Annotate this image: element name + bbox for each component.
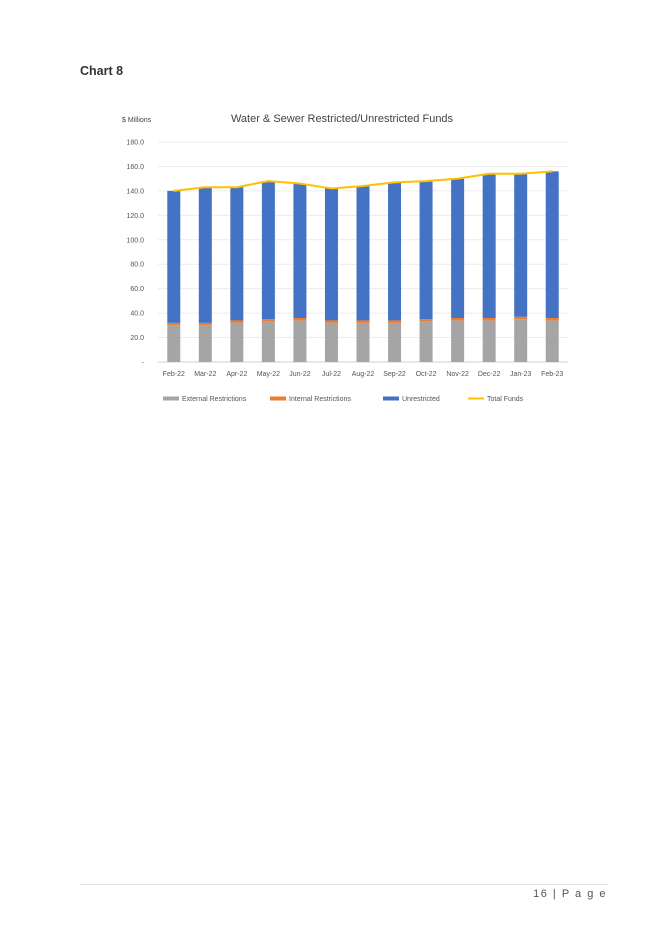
y-tick-label: 60.0: [130, 286, 144, 293]
bar-external-restrictions: [514, 319, 528, 362]
bar-unrestricted: [167, 190, 181, 323]
total-funds-point: [204, 186, 207, 189]
bar-unrestricted: [545, 171, 559, 318]
bar-unrestricted: [261, 181, 275, 320]
x-tick-label: Apr-22: [226, 371, 247, 378]
y-axis-ticks: - 20.0 40.0 60.0 80.0 100.0 120.0 140.0 160.0 180…: [126, 140, 144, 367]
bar-unrestricted: [198, 187, 212, 323]
x-tick-label: Oct-22: [416, 371, 437, 378]
bar-group: [167, 171, 559, 362]
y-tick-label: 140.0: [126, 188, 144, 195]
total-funds-point: [362, 185, 364, 187]
funds-chart: $ Millions Water & Sewer Restricted/Unre…: [118, 105, 578, 425]
bar-unrestricted: [451, 178, 465, 318]
bar-unrestricted: [514, 173, 528, 317]
bar-unrestricted: [324, 188, 338, 321]
bar-internal-restrictions: [514, 316, 528, 320]
bar-external-restrictions: [545, 320, 559, 362]
bar-internal-restrictions: [451, 318, 465, 321]
total-funds-point: [236, 186, 238, 189]
bar-external-restrictions: [451, 320, 465, 362]
y-tick-label: 100.0: [126, 237, 144, 244]
x-tick-label: Jun-22: [289, 371, 311, 378]
bar-internal-restrictions: [167, 322, 181, 326]
bar-internal-restrictions: [230, 320, 244, 323]
legend-label: Internal Restrictions: [289, 396, 351, 403]
total-funds-point: [488, 172, 490, 175]
bar-internal-restrictions: [388, 320, 402, 323]
bar-unrestricted: [230, 187, 244, 321]
total-funds-point: [267, 180, 270, 182]
bar-unrestricted: [356, 186, 370, 321]
y-tick-label: 120.0: [126, 213, 144, 220]
bar-external-restrictions: [230, 322, 244, 362]
y-tick-label: 40.0: [130, 311, 144, 318]
bar-unrestricted: [388, 182, 402, 321]
legend-label: Unrestricted: [402, 396, 440, 403]
legend-swatch: [270, 396, 286, 401]
bar-external-restrictions: [261, 321, 275, 362]
x-tick-label: Jul-22: [322, 371, 341, 378]
legend-swatch: [163, 396, 179, 401]
y-tick-label: -: [142, 360, 145, 367]
bar-external-restrictions: [198, 325, 212, 362]
y-tick-label: 180.0: [126, 140, 144, 147]
x-axis-labels: Feb-22 Mar-22 Apr-22 May-22 Jun-22 Jul-22 Aug-…: [163, 371, 564, 378]
x-tick-label: Jan-23: [510, 371, 532, 378]
total-funds-point: [456, 177, 459, 180]
chart-svg: $ Millions Water & Sewer Restricted/Unre…: [122, 113, 568, 403]
bar-external-restrictions: [324, 322, 338, 362]
x-tick-label: Feb-22: [163, 371, 185, 378]
bar-external-restrictions: [482, 320, 496, 362]
section-title: Chart 8: [80, 64, 124, 78]
chart-title: Water & Sewer Restricted/Unrestricted Fu…: [231, 113, 454, 125]
bar-unrestricted: [293, 183, 307, 318]
bar-external-restrictions: [388, 322, 402, 362]
bar-internal-restrictions: [545, 318, 559, 321]
x-tick-label: May-22: [257, 371, 280, 378]
total-line-group: [172, 170, 554, 192]
bar-external-restrictions: [419, 321, 433, 362]
x-tick-label: Aug-22: [352, 371, 375, 378]
legend-label: Total Funds: [487, 396, 524, 403]
y-axis-unit-label: $ Millions: [122, 117, 152, 124]
bar-unrestricted: [482, 173, 496, 318]
total-funds-point: [551, 170, 554, 173]
x-tick-label: Mar-22: [194, 371, 216, 378]
bar-external-restrictions: [167, 325, 181, 362]
total-funds-point: [425, 180, 427, 182]
footer-rule: [80, 884, 608, 885]
y-tick-label: 20.0: [130, 335, 144, 342]
bar-external-restrictions: [293, 320, 307, 362]
bar-external-restrictions: [356, 322, 370, 362]
page-number: 16 | P a g e: [533, 888, 607, 900]
total-funds-point: [172, 190, 175, 192]
x-tick-label: Dec-22: [478, 371, 501, 378]
bar-internal-restrictions: [261, 319, 275, 322]
legend: External Restrictions Internal Restrictio…: [163, 396, 524, 403]
legend-swatch: [383, 396, 399, 401]
bar-internal-restrictions: [324, 320, 338, 323]
bar-internal-restrictions: [356, 320, 370, 323]
x-tick-label: Feb-23: [541, 371, 563, 378]
legend-label: External Restrictions: [182, 396, 247, 403]
y-tick-label: 80.0: [130, 262, 144, 269]
bar-internal-restrictions: [198, 322, 212, 326]
total-funds-point: [299, 182, 301, 185]
bar-internal-restrictions: [482, 318, 496, 321]
bar-internal-restrictions: [293, 318, 307, 321]
x-tick-label: Sep-22: [383, 371, 406, 378]
total-funds-point: [519, 172, 522, 175]
y-tick-label: 160.0: [126, 164, 144, 171]
total-funds-point: [393, 181, 396, 184]
bar-internal-restrictions: [419, 319, 433, 322]
bar-unrestricted: [419, 181, 433, 320]
total-funds-point: [330, 187, 333, 190]
x-tick-label: Nov-22: [446, 371, 469, 378]
